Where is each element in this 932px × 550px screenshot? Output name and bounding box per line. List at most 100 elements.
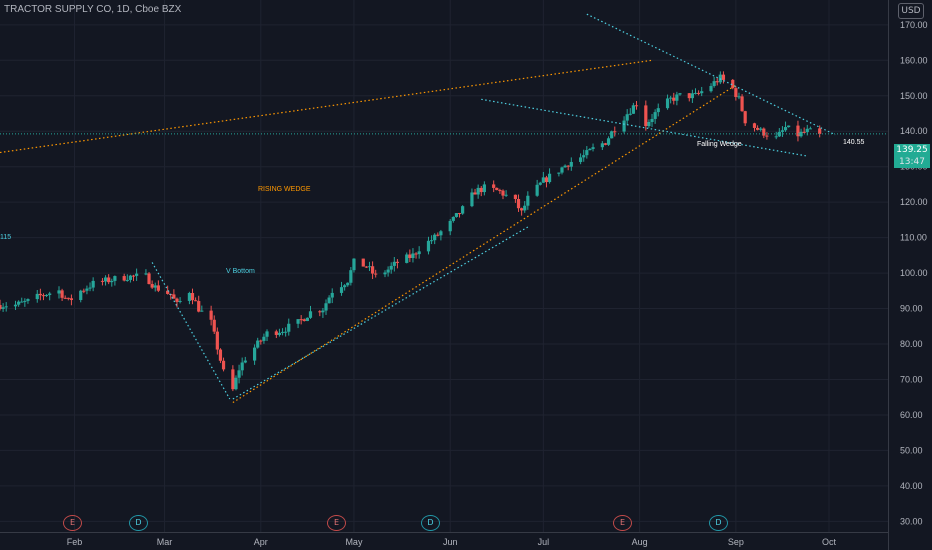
candle-body bbox=[386, 269, 390, 273]
candle-body bbox=[520, 208, 524, 211]
candle-body bbox=[563, 165, 567, 168]
y-tick-label: 110.00 bbox=[900, 233, 927, 243]
candle-body bbox=[665, 98, 670, 109]
candle-body bbox=[669, 97, 673, 99]
candle-body bbox=[100, 280, 105, 282]
candle-body bbox=[613, 131, 617, 133]
x-tick-label: Aug bbox=[632, 537, 648, 547]
candle-body bbox=[343, 285, 347, 288]
candle-body bbox=[535, 184, 539, 196]
candle-body bbox=[523, 205, 527, 211]
candle-body bbox=[321, 310, 325, 313]
candle-body bbox=[439, 231, 443, 236]
left-edge-label: 115 bbox=[0, 234, 12, 241]
candle-body bbox=[367, 266, 372, 268]
candle-body bbox=[687, 93, 691, 99]
candle-body bbox=[818, 128, 822, 134]
candle-body bbox=[740, 96, 744, 112]
earnings-event-marker[interactable]: E bbox=[327, 515, 346, 531]
candle-body bbox=[783, 127, 788, 131]
candle-body bbox=[429, 240, 434, 242]
candle-body bbox=[308, 311, 313, 318]
candle-body bbox=[395, 261, 400, 263]
candle-body bbox=[634, 105, 639, 107]
y-tick-label: 70.00 bbox=[900, 374, 923, 384]
candle-body bbox=[457, 213, 462, 215]
candle-body bbox=[588, 148, 592, 151]
candle-body bbox=[82, 290, 86, 292]
candle-body bbox=[107, 277, 111, 283]
candle-body bbox=[48, 293, 52, 295]
candle-body bbox=[135, 273, 139, 276]
candle-body bbox=[231, 369, 235, 390]
candle-body bbox=[656, 108, 660, 113]
y-tick-label: 150.00 bbox=[900, 91, 928, 101]
dividend-event-marker[interactable]: D bbox=[129, 515, 148, 531]
candle-body bbox=[125, 279, 129, 281]
candle-body bbox=[417, 251, 421, 255]
candle-body bbox=[805, 128, 809, 133]
candle-body bbox=[579, 157, 583, 162]
candle-body bbox=[436, 234, 440, 236]
earnings-event-marker[interactable]: E bbox=[613, 515, 632, 531]
candle-body bbox=[693, 92, 698, 94]
candle-body bbox=[808, 128, 812, 130]
candle-body bbox=[296, 319, 300, 324]
candle-body bbox=[544, 177, 549, 183]
candle-body bbox=[318, 311, 322, 313]
candle-body bbox=[274, 331, 278, 335]
candle-body bbox=[625, 114, 629, 121]
candle-body bbox=[175, 298, 179, 302]
candle-body bbox=[709, 86, 713, 92]
candle-body bbox=[479, 187, 483, 193]
y-tick-label: 160.00 bbox=[900, 55, 928, 65]
candle-body bbox=[796, 125, 800, 137]
dividend-event-marker[interactable]: D bbox=[709, 515, 728, 531]
candle-body bbox=[330, 292, 334, 298]
candle-body bbox=[591, 147, 595, 149]
candle-body bbox=[172, 294, 176, 299]
candle-body bbox=[85, 288, 89, 291]
x-tick-label: May bbox=[345, 537, 363, 547]
candle-body bbox=[644, 105, 648, 127]
candle-body bbox=[672, 97, 676, 101]
candle-body bbox=[541, 177, 545, 183]
symbol-title[interactable]: TRACTOR SUPPLY CO, 1D, Cboe BZX bbox=[4, 4, 182, 15]
candle-body bbox=[88, 287, 92, 289]
candle-body bbox=[582, 155, 586, 158]
dividend-event-marker[interactable]: D bbox=[421, 515, 440, 531]
candle-body bbox=[610, 131, 614, 139]
x-tick-label: Jun bbox=[443, 537, 458, 547]
candle-body bbox=[600, 143, 604, 148]
y-tick-label: 90.00 bbox=[900, 304, 923, 314]
candle-body bbox=[256, 340, 260, 348]
candle-body bbox=[41, 295, 46, 297]
candle-body bbox=[498, 190, 502, 192]
candle-body bbox=[504, 194, 508, 196]
currency-button[interactable]: USD bbox=[898, 3, 924, 19]
candle-body bbox=[650, 118, 654, 123]
candle-body bbox=[364, 266, 368, 268]
x-tick-label: Sep bbox=[728, 537, 744, 547]
candle-body bbox=[454, 213, 459, 217]
candle-body bbox=[178, 300, 182, 302]
candle-body bbox=[26, 299, 30, 301]
x-tick-label: Oct bbox=[822, 537, 837, 547]
candle-body bbox=[426, 240, 431, 252]
trendline-rising-wedge-upper bbox=[0, 59, 653, 154]
y-tick-label: 50.00 bbox=[900, 445, 923, 455]
candle-body bbox=[122, 276, 126, 281]
candle-body bbox=[35, 293, 39, 300]
y-tick-label: 140.00 bbox=[900, 126, 928, 136]
candle-body bbox=[734, 88, 738, 97]
candle-body bbox=[585, 150, 589, 156]
candle-body bbox=[63, 297, 67, 299]
earnings-event-marker[interactable]: E bbox=[63, 515, 82, 531]
candle-body bbox=[569, 161, 573, 167]
candle-body bbox=[780, 130, 785, 132]
candle-body bbox=[57, 290, 61, 294]
candle-body bbox=[156, 285, 160, 291]
candle-body bbox=[284, 331, 288, 333]
candle-body bbox=[631, 105, 635, 114]
